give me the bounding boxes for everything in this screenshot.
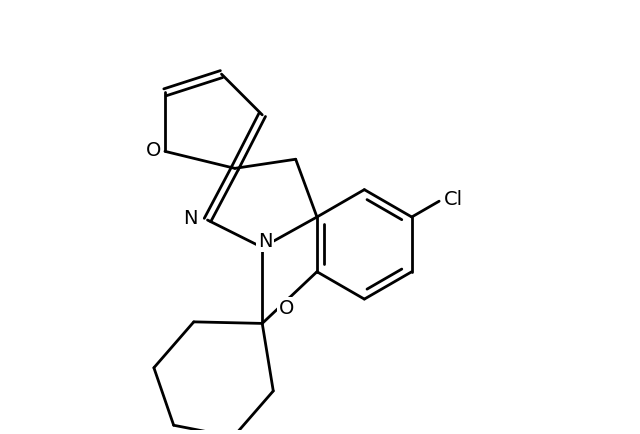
Text: N: N [258, 232, 273, 251]
Text: N: N [183, 209, 198, 228]
Text: Cl: Cl [444, 190, 463, 209]
Text: O: O [147, 141, 162, 160]
Text: O: O [279, 299, 294, 318]
